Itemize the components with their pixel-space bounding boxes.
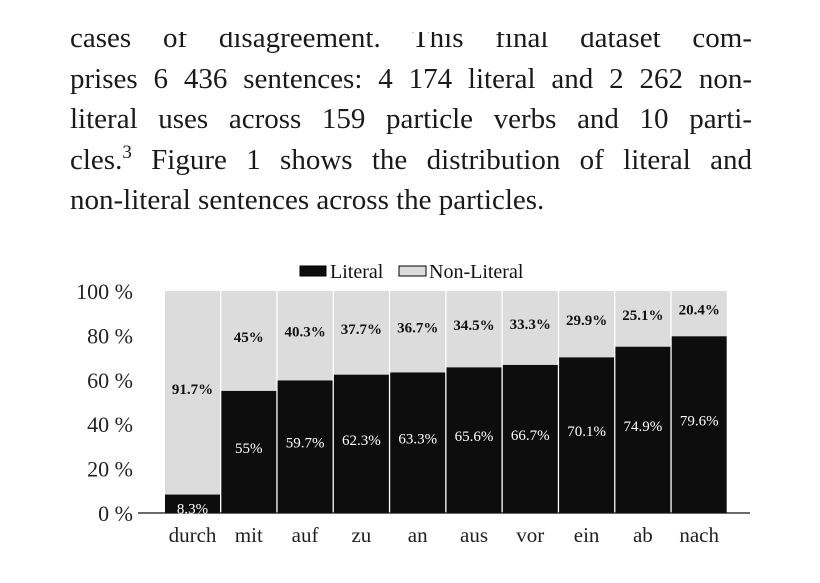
body-paragraph: cases of disagreement. This final datase… xyxy=(70,22,752,221)
bar-literal-auf xyxy=(277,380,333,513)
legend-label-literal: Literal xyxy=(330,261,384,283)
x-tick-label: nach xyxy=(679,523,719,547)
x-tick-label: ein xyxy=(574,523,600,547)
bar-literal-mit xyxy=(221,390,277,513)
x-tick-label: vor xyxy=(516,523,544,547)
x-tick-label: durch xyxy=(169,523,217,547)
bar-literal-zu xyxy=(333,374,389,513)
bar-non-literal-zu xyxy=(333,291,389,375)
data-label-non-literal: 45% xyxy=(234,330,264,346)
data-label-non-literal: 33.3% xyxy=(510,317,551,333)
data-label-non-literal: 25.1% xyxy=(622,308,663,324)
data-label-literal: 66.7% xyxy=(511,428,550,444)
paragraph-line: cles.3 Figure 1 shows the distribution o… xyxy=(70,140,752,181)
data-label-non-literal: 29.9% xyxy=(566,313,607,329)
bar-literal-ein xyxy=(559,357,615,513)
bar-literal-an xyxy=(390,372,446,513)
legend-label-non-literal: Non-Literal xyxy=(429,261,524,283)
data-label-literal: 65.6% xyxy=(455,429,494,445)
data-label-literal: 55% xyxy=(235,441,263,457)
y-tick-label: 80 % xyxy=(87,323,133,348)
x-tick-label: mit xyxy=(235,523,263,547)
bar-non-literal-mit xyxy=(221,291,277,391)
data-label-literal: 79.6% xyxy=(680,414,719,430)
y-tick-label: 40 % xyxy=(87,412,133,437)
bar-literal-ab xyxy=(615,346,671,513)
data-label-non-literal: 40.3% xyxy=(284,325,325,341)
bar-non-literal-nach xyxy=(671,291,727,337)
x-tick-label: aus xyxy=(460,523,488,547)
paragraph-text: cles. xyxy=(70,143,123,176)
legend-swatch-non-literal xyxy=(398,265,427,277)
paragraph-line: prises 6 436 sentences: 4 174 literal an… xyxy=(70,62,752,95)
footnote-mark: 3 xyxy=(122,141,132,163)
paragraph-text: Figure 1 shows the distribution of liter… xyxy=(131,143,752,176)
data-label-literal: 62.3% xyxy=(342,433,381,449)
bar-non-literal-ab xyxy=(615,291,671,347)
bar-non-literal-vor xyxy=(502,291,558,365)
paragraph-line: cases of disagreement. This final datase… xyxy=(70,22,752,54)
bar-non-literal-aus xyxy=(446,291,502,368)
x-tick-label: ab xyxy=(633,523,653,547)
bar-non-literal-an xyxy=(390,291,446,373)
legend-swatch-literal xyxy=(299,265,327,277)
data-label-literal: 59.7% xyxy=(286,436,325,452)
data-label-literal: 63.3% xyxy=(398,432,437,448)
y-tick-label: 60 % xyxy=(87,368,133,393)
data-label-literal: 70.1% xyxy=(567,424,606,440)
x-tick-label: an xyxy=(408,523,428,547)
x-tick-label: auf xyxy=(292,523,319,547)
data-label-literal: 74.9% xyxy=(624,419,663,435)
bar-non-literal-ein xyxy=(559,291,615,358)
bar-literal-vor xyxy=(502,364,558,513)
data-label-literal: 8.3% xyxy=(177,502,208,518)
y-tick-label: 20 % xyxy=(87,457,133,482)
data-label-non-literal: 34.5% xyxy=(453,318,494,334)
data-label-non-literal: 37.7% xyxy=(341,322,382,338)
x-tick-label: zu xyxy=(351,523,371,547)
paragraph-line: literal uses across 159 particle verbs a… xyxy=(70,103,752,135)
bar-literal-aus xyxy=(446,367,502,513)
data-label-non-literal: 91.7% xyxy=(172,382,213,398)
data-label-non-literal: 20.4% xyxy=(679,303,720,319)
bar-literal-nach xyxy=(671,336,727,513)
bar-non-literal-durch xyxy=(165,291,220,495)
paragraph-line: non-literal sentences across the particl… xyxy=(70,184,545,216)
y-tick-label: 0 % xyxy=(98,501,133,526)
bar-non-literal-auf xyxy=(277,291,333,381)
y-tick-label: 100 % xyxy=(76,279,133,304)
data-label-non-literal: 36.7% xyxy=(397,321,438,337)
bar-literal-durch xyxy=(165,494,220,513)
